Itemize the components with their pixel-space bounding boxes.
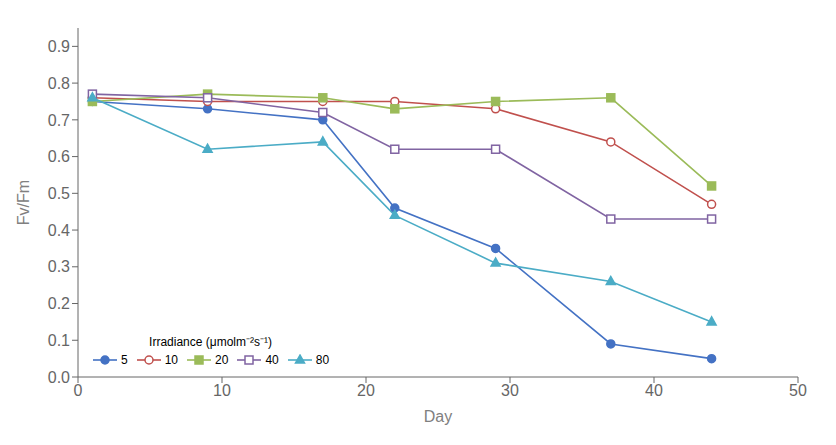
svg-text:50: 50: [789, 382, 807, 399]
svg-text:Fv/Fm: Fv/Fm: [15, 180, 32, 225]
html-text:5: 5: [121, 353, 128, 367]
svg-text:0.1: 0.1: [48, 332, 70, 349]
svg-text:0.8: 0.8: [48, 75, 70, 92]
html-text:10: 10: [164, 353, 178, 367]
svg-text:0.0: 0.0: [48, 369, 70, 386]
svg-text:40: 40: [645, 382, 663, 399]
svg-text:0.2: 0.2: [48, 295, 70, 312]
html-text:20: 20: [215, 353, 229, 367]
svg-text:0.6: 0.6: [48, 148, 70, 165]
svg-text:0.4: 0.4: [48, 222, 70, 239]
html-text:80: 80: [315, 353, 330, 367]
svg-text:0.5: 0.5: [48, 185, 70, 202]
svg-text:20: 20: [357, 382, 375, 399]
svg-text:Day: Day: [424, 408, 452, 425]
svg-text:10: 10: [213, 382, 231, 399]
html-text:Irradiance (μmolm⁻²s⁻¹): Irradiance (μmolm⁻²s⁻¹): [149, 335, 272, 349]
svg-text:0.3: 0.3: [48, 258, 70, 275]
svg-text:0: 0: [74, 382, 83, 399]
svg-text:30: 30: [501, 382, 519, 399]
svg-text:0.9: 0.9: [48, 38, 70, 55]
html-text:40: 40: [265, 353, 279, 367]
svg-text:0.7: 0.7: [48, 112, 70, 129]
